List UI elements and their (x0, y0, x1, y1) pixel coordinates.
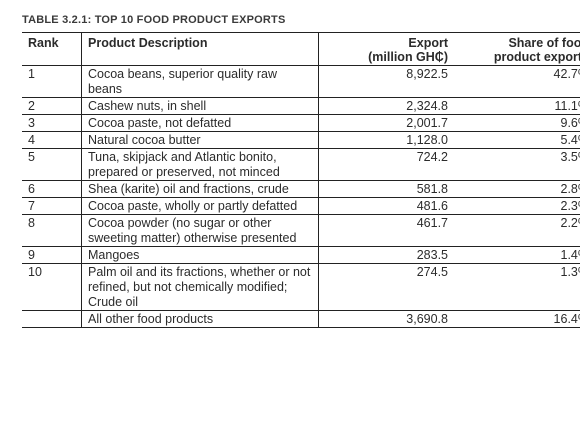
header-export-line1: Export (408, 36, 448, 50)
cell-export: 3,690.8 (318, 310, 454, 328)
cell-rank: 10 (22, 263, 82, 311)
table-row: 8 Cocoa powder (no sugar or other sweeti… (22, 214, 580, 247)
cell-share: 2.2% (454, 214, 580, 247)
cell-share: 5.4% (454, 131, 580, 149)
cell-rank: 2 (22, 97, 82, 115)
cell-description: Cocoa beans, superior quality raw beans (81, 65, 319, 98)
table-row: 2 Cashew nuts, in shell 2,324.8 11.1% (22, 97, 580, 115)
cell-export: 481.6 (318, 197, 454, 215)
header-export: Export (million GH₵) (318, 32, 454, 66)
header-share-line1: Share of food (508, 36, 580, 50)
cell-export: 461.7 (318, 214, 454, 247)
header-rank: Rank (22, 32, 82, 66)
cell-export: 283.5 (318, 246, 454, 264)
cell-share: 2.3% (454, 197, 580, 215)
table-row: 7 Cocoa paste, wholly or partly defatted… (22, 197, 580, 215)
header-export-line2: (million GH₵) (368, 50, 448, 64)
table-row: 10 Palm oil and its fractions, whether o… (22, 263, 580, 311)
cell-rank (22, 310, 82, 328)
cell-share: 3.5% (454, 148, 580, 181)
total-row: All other food products 3,690.8 16.4% (22, 310, 580, 328)
cell-export: 8,922.5 (318, 65, 454, 98)
table-row: 4 Natural cocoa butter 1,128.0 5.4% (22, 131, 580, 149)
header-share-line2: product exports (493, 50, 580, 64)
cell-share: 2.8% (454, 180, 580, 198)
cell-export: 2,324.8 (318, 97, 454, 115)
cell-description: Palm oil and its fractions, whether or n… (81, 263, 319, 311)
cell-share: 1.3% (454, 263, 580, 311)
cell-rank: 9 (22, 246, 82, 264)
cell-rank: 3 (22, 114, 82, 132)
cell-description: Cocoa powder (no sugar or other sweeting… (81, 214, 319, 247)
header-description: Product Description (81, 32, 319, 66)
cell-rank: 4 (22, 131, 82, 149)
cell-share: 9.6% (454, 114, 580, 132)
cell-rank: 8 (22, 214, 82, 247)
table-row: 9 Mangoes 283.5 1.4% (22, 246, 580, 264)
cell-export: 581.8 (318, 180, 454, 198)
cell-share: 42.7% (454, 65, 580, 98)
food-exports-table: Rank Product Description Export (million … (22, 32, 580, 328)
cell-description: Tuna, skipjack and Atlantic bonito, prep… (81, 148, 319, 181)
cell-rank: 7 (22, 197, 82, 215)
table-number: TABLE 3.2.1: (22, 14, 92, 26)
table-row: 3 Cocoa paste, not defatted 2,001.7 9.6% (22, 114, 580, 132)
cell-export: 2,001.7 (318, 114, 454, 132)
cell-description: Shea (karite) oil and fractions, crude (81, 180, 319, 198)
cell-share: 11.1% (454, 97, 580, 115)
cell-description: Cocoa paste, not defatted (81, 114, 319, 132)
table-title: TOP 10 FOOD PRODUCT EXPORTS (94, 14, 286, 26)
header-row: Rank Product Description Export (million … (22, 32, 580, 66)
cell-share: 1.4% (454, 246, 580, 264)
cell-description: Cashew nuts, in shell (81, 97, 319, 115)
cell-description: Natural cocoa butter (81, 131, 319, 149)
cell-description: Cocoa paste, wholly or partly defatted (81, 197, 319, 215)
cell-description: All other food products (81, 310, 319, 328)
cell-description: Mangoes (81, 246, 319, 264)
cell-rank: 1 (22, 65, 82, 98)
cell-export: 274.5 (318, 263, 454, 311)
cell-rank: 5 (22, 148, 82, 181)
table-caption: TABLE 3.2.1: TOP 10 FOOD PRODUCT EXPORTS (22, 14, 286, 26)
table-row: 1 Cocoa beans, superior quality raw bean… (22, 65, 580, 98)
table-row: 5 Tuna, skipjack and Atlantic bonito, pr… (22, 148, 580, 181)
cell-export: 724.2 (318, 148, 454, 181)
table-row: 6 Shea (karite) oil and fractions, crude… (22, 180, 580, 198)
cell-share: 16.4% (454, 310, 580, 328)
cell-rank: 6 (22, 180, 82, 198)
cell-export: 1,128.0 (318, 131, 454, 149)
